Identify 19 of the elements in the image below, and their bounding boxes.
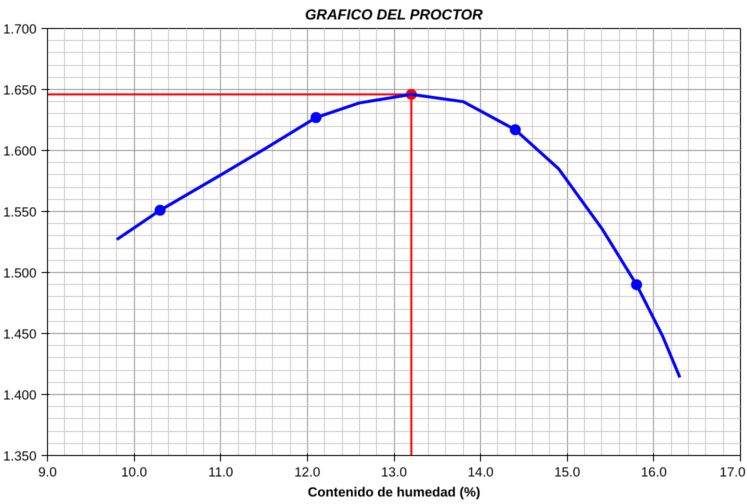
y-tick-label: 1.550 — [3, 204, 37, 220]
y-tick-label: 1.700 — [3, 22, 37, 36]
x-tick-label: 11.0 — [208, 464, 234, 480]
x-tick-label: 16.0 — [640, 464, 667, 480]
x-tick-label: 12.0 — [294, 464, 320, 480]
y-tick-label: 1.350 — [3, 448, 37, 464]
y-tick-label: 1.500 — [3, 266, 37, 280]
y-tick-label: 1.400 — [3, 388, 37, 402]
x-tick-label: 17.0 — [720, 464, 746, 480]
x-tick-label: 14.0 — [468, 464, 494, 480]
x-tick-label: 9.0 — [38, 464, 57, 480]
x-tick-label: 13.0 — [381, 464, 407, 480]
chart-title: GRAFICO DEL PROCTOR — [304, 8, 484, 24]
x-axis-title: Contenido de humedad (%) — [308, 484, 480, 500]
x-tick-label: 10.0 — [121, 464, 148, 480]
y-tick-label: 1.650 — [3, 82, 37, 98]
y-tick-label: 1.450 — [3, 326, 37, 342]
y-tick-label: 1.600 — [3, 144, 37, 158]
x-tick-label: 15.0 — [554, 464, 580, 480]
